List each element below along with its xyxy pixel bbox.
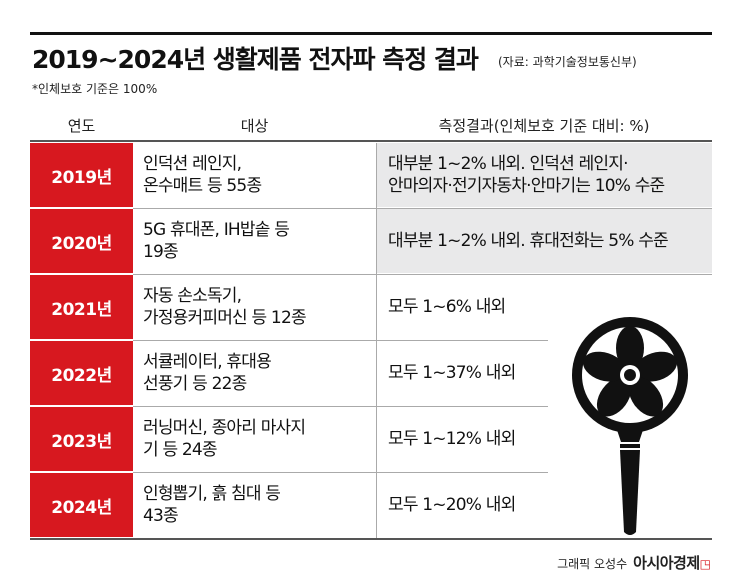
header-target: 대상 [240, 117, 269, 135]
target-cell: 서큘레이터, 휴대용 선풍기 등 22종 [133, 341, 376, 405]
table-row: 2021년 자동 손소독기, 가정용커피머신 등 12종 모두 1~6% 내외 [30, 275, 712, 339]
result-cell: 모두 1~6% 내외 [388, 297, 506, 317]
year-cell: 2021년 [30, 275, 133, 339]
table-row: 2022년 서큘레이터, 휴대용 선풍기 등 22종 모두 1~37% 내외 [30, 341, 712, 405]
result-cell: 대부분 1~2% 내외. 휴대전화는 5% 수준 [376, 209, 712, 273]
year-cell: 2020년 [30, 209, 133, 273]
table-row: 2024년 인형뽑기, 흙 침대 등 43종 모두 1~20% 내외 [30, 473, 712, 537]
target-cell: 인형뽑기, 흙 침대 등 43종 [133, 473, 376, 537]
target-cell: 자동 손소독기, 가정용커피머신 등 12종 [133, 275, 376, 339]
result-cell: 모두 1~20% 내외 [388, 495, 516, 515]
header-year: 연도 [67, 117, 96, 135]
result-cell: 모두 1~37% 내외 [388, 363, 516, 383]
brand-mark-icon: ◳ [699, 557, 711, 571]
result-cell: 대부분 1~2% 내외. 인덕션 레인지· 안마의자·전기자동차·안마기는 10… [376, 143, 712, 207]
brand-logo: 아시아경제 [633, 554, 700, 572]
table-row: 2023년 러닝머신, 종아리 마사지 기 등 24종 모두 1~12% 내외 [30, 407, 712, 471]
year-cell: 2023년 [30, 407, 133, 471]
target-cell: 5G 휴대폰, IH밥솥 등 19종 [133, 209, 376, 273]
bottom-rule [30, 538, 712, 540]
table-row: 2020년 5G 휴대폰, IH밥솥 등 19종 대부분 1~2% 내외. 휴대… [30, 209, 712, 273]
header-result: 측정결과(인체보호 기준 대비: %) [438, 117, 650, 135]
top-rule [30, 32, 712, 35]
header-rule [30, 140, 712, 142]
credit: 그래픽 오성수 아시아경제◳ [557, 552, 711, 573]
row-divider [133, 208, 712, 209]
row-divider [133, 406, 548, 407]
year-cell: 2022년 [30, 341, 133, 405]
credit-author: 그래픽 오성수 [557, 557, 628, 571]
table-row: 2019년 인덕션 레인지, 온수매트 등 55종 대부분 1~2% 내외. 인… [30, 143, 712, 207]
target-cell: 러닝머신, 종아리 마사지 기 등 24종 [133, 407, 376, 471]
page-title: 2019~2024년 생활제품 전자파 측정 결과 [32, 45, 479, 74]
column-divider [376, 143, 377, 538]
year-cell: 2024년 [30, 473, 133, 537]
row-divider [133, 274, 712, 275]
source-label: (자료: 과학기술정보통신부) [498, 55, 637, 69]
row-divider [133, 340, 548, 341]
footnote: *인체보호 기준은 100% [32, 82, 158, 96]
result-cell: 모두 1~12% 내외 [388, 429, 516, 449]
year-cell: 2019년 [30, 143, 133, 207]
target-cell: 인덕션 레인지, 온수매트 등 55종 [133, 143, 376, 207]
handheld-fan-icon [565, 310, 695, 544]
row-divider [133, 472, 548, 473]
